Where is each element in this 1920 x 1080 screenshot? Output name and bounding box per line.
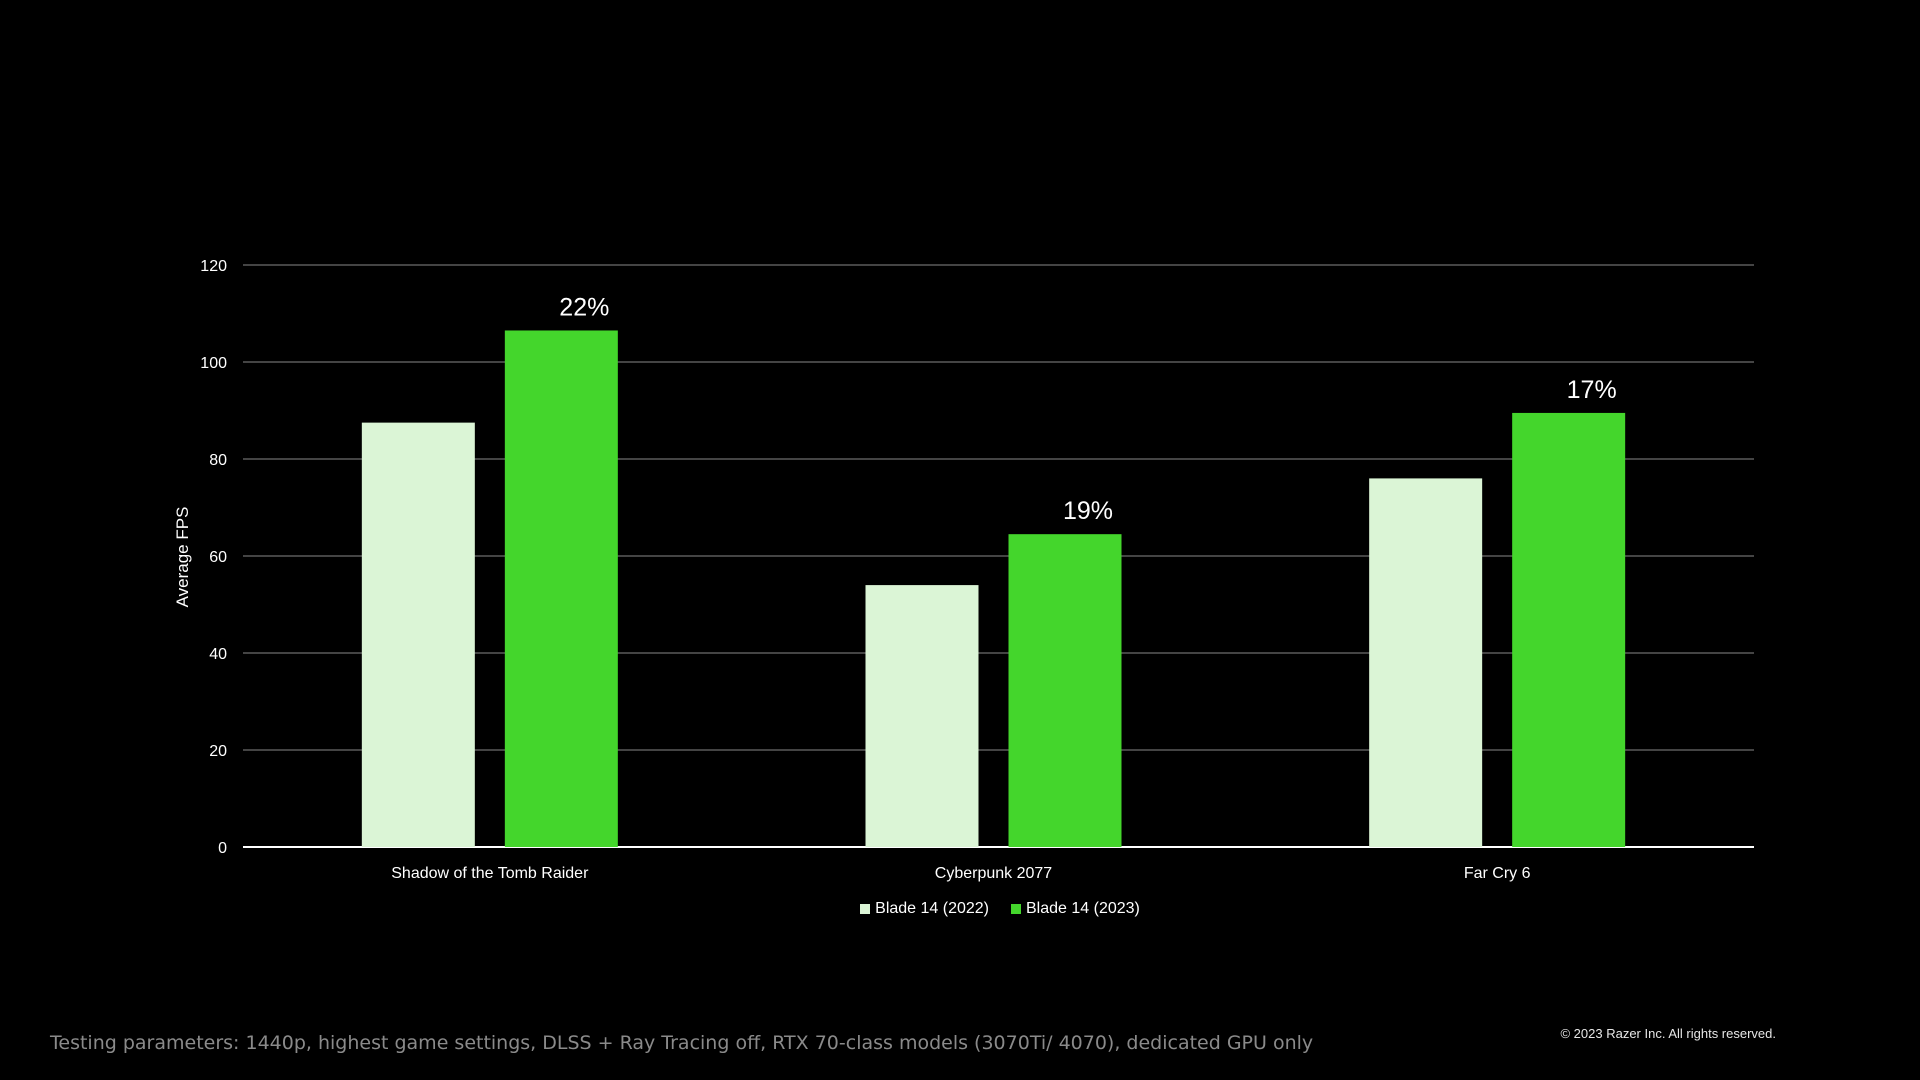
bar-2022-0 (361, 422, 475, 847)
bar-2023-1 (1008, 534, 1122, 847)
y-tick-label: 0 (218, 840, 227, 857)
copyright-notice: © 2023 Razer Inc. All rights reserved. (1560, 1026, 1776, 1041)
percent-gain-label: 22% (559, 293, 609, 321)
bars (361, 330, 1626, 848)
bar-2023-2 (1512, 412, 1626, 847)
y-axis-label: Average FPS (173, 507, 192, 608)
gridlines (243, 264, 1754, 848)
bar-annotations: 22% 19% 17% (559, 293, 1616, 525)
legend: Blade 14 (2022) Blade 14 (2023) (0, 900, 1920, 918)
y-tick-label: 60 (209, 549, 227, 566)
y-tick-label: 120 (200, 258, 227, 275)
legend-item-2022: Blade 14 (2022) (860, 900, 989, 918)
legend-item-2023: Blade 14 (2023) (1011, 900, 1140, 918)
percent-gain-label: 17% (1567, 376, 1617, 404)
percent-gain-label: 19% (1063, 497, 1113, 525)
legend-label-2022: Blade 14 (2022) (875, 900, 989, 917)
y-tick-label: 20 (209, 743, 227, 760)
x-tick-label: Shadow of the Tomb Raider (391, 865, 589, 882)
legend-swatch-2023 (1011, 904, 1021, 914)
testing-parameters-footnote: Testing parameters: 1440p, highest game … (50, 1032, 1314, 1054)
bar-2023-0 (504, 330, 618, 848)
bar-2022-2 (1369, 478, 1483, 847)
y-tick-label: 80 (209, 452, 227, 469)
legend-label-2023: Blade 14 (2023) (1026, 900, 1140, 917)
bar-2022-1 (865, 585, 979, 847)
x-tick-label: Cyberpunk 2077 (935, 865, 1053, 882)
y-axis-ticks: 0 20 40 60 80 100 120 (200, 258, 227, 857)
x-tick-label: Far Cry 6 (1464, 865, 1531, 882)
legend-swatch-2022 (860, 904, 871, 914)
y-tick-label: 40 (209, 646, 227, 663)
x-axis-ticks: Shadow of the Tomb Raider Cyberpunk 2077 F… (391, 865, 1530, 882)
y-tick-label: 100 (200, 355, 227, 372)
